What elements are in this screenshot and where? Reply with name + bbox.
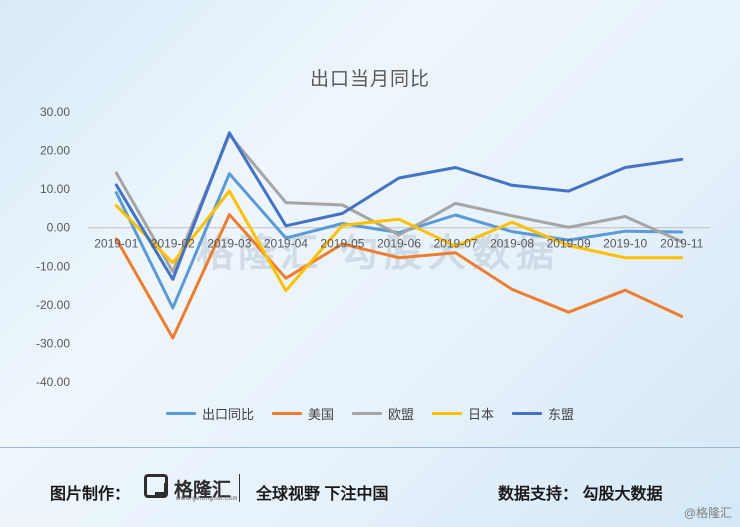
series-line [114,131,684,281]
legend-item: 美国 [271,404,334,423]
x-tick-label: 2019-04 [264,237,308,251]
x-tick-label: 2019-02 [151,237,195,251]
legend-swatch [351,412,382,415]
legend-label: 美国 [307,407,334,422]
legend-item: 出口同比 [165,404,254,423]
x-tick-label: 2019-05 [320,237,364,251]
legend-label: 日本 [468,407,495,422]
legend-label: 东盟 [548,407,575,422]
x-tick-label: 2019-08 [490,237,534,251]
y-tick-label: 0.00 [47,221,71,235]
legend-swatch [165,412,196,415]
data-source-credit: 数据支持： 勾股大数据 [498,486,663,503]
legend-label: 出口同比 [201,407,254,422]
slogan: 全球视野 下注中国 [256,486,389,503]
x-tick-label: 2019-10 [603,237,647,251]
chart-title: 出口当月同比 [309,69,430,90]
footer-divider [0,447,740,448]
y-tick-label: 10.00 [40,182,70,196]
legend-swatch [512,412,543,415]
legend-label: 欧盟 [387,407,414,422]
legend-item: 欧盟 [351,404,414,423]
legend-swatch [432,412,462,415]
x-tick-label: 2019-07 [434,237,478,251]
x-tick-label: 2019-03 [207,237,251,251]
y-tick-label: -10.00 [36,259,70,273]
y-tick-label: -20.00 [36,298,70,312]
line-chart: 30.00 20.00 10.00 0.00 -10.00 -20.00 -30.00 -40… [36,105,710,389]
legend-swatch [271,412,302,415]
x-tick-label: 2019-11 [660,237,703,251]
y-tick-label: -40.00 [36,375,70,389]
corner-watermark: @格隆汇 [683,506,732,520]
y-tick-label: -30.00 [36,336,70,350]
credit-label: 图片制作： [50,486,131,503]
x-tick-label: 2019-01 [94,237,138,251]
x-tick-label: 2019-06 [377,237,421,251]
series-line [114,189,684,293]
chart-legend: 出口同比 美国 欧盟 日本 东盟 [0,404,740,423]
gelonghui-logo-icon [144,474,168,498]
series-line [114,213,684,340]
legend-item: 日本 [432,404,494,423]
y-tick-label: 30.00 [40,105,70,119]
legend-item: 东盟 [512,404,574,423]
logo-text: 格隆汇 [174,480,232,501]
logo-url: www.gelonghui.com [176,496,238,502]
x-tick-label: 2019-09 [547,237,591,251]
chart-panel: 出口当月同比 格隆汇 勾股大数据 30.00 20.00 10.00 0.00 -10.… [0,69,740,423]
series-line [114,172,684,310]
logo-divider [239,474,240,502]
y-tick-label: 20.00 [40,144,70,158]
